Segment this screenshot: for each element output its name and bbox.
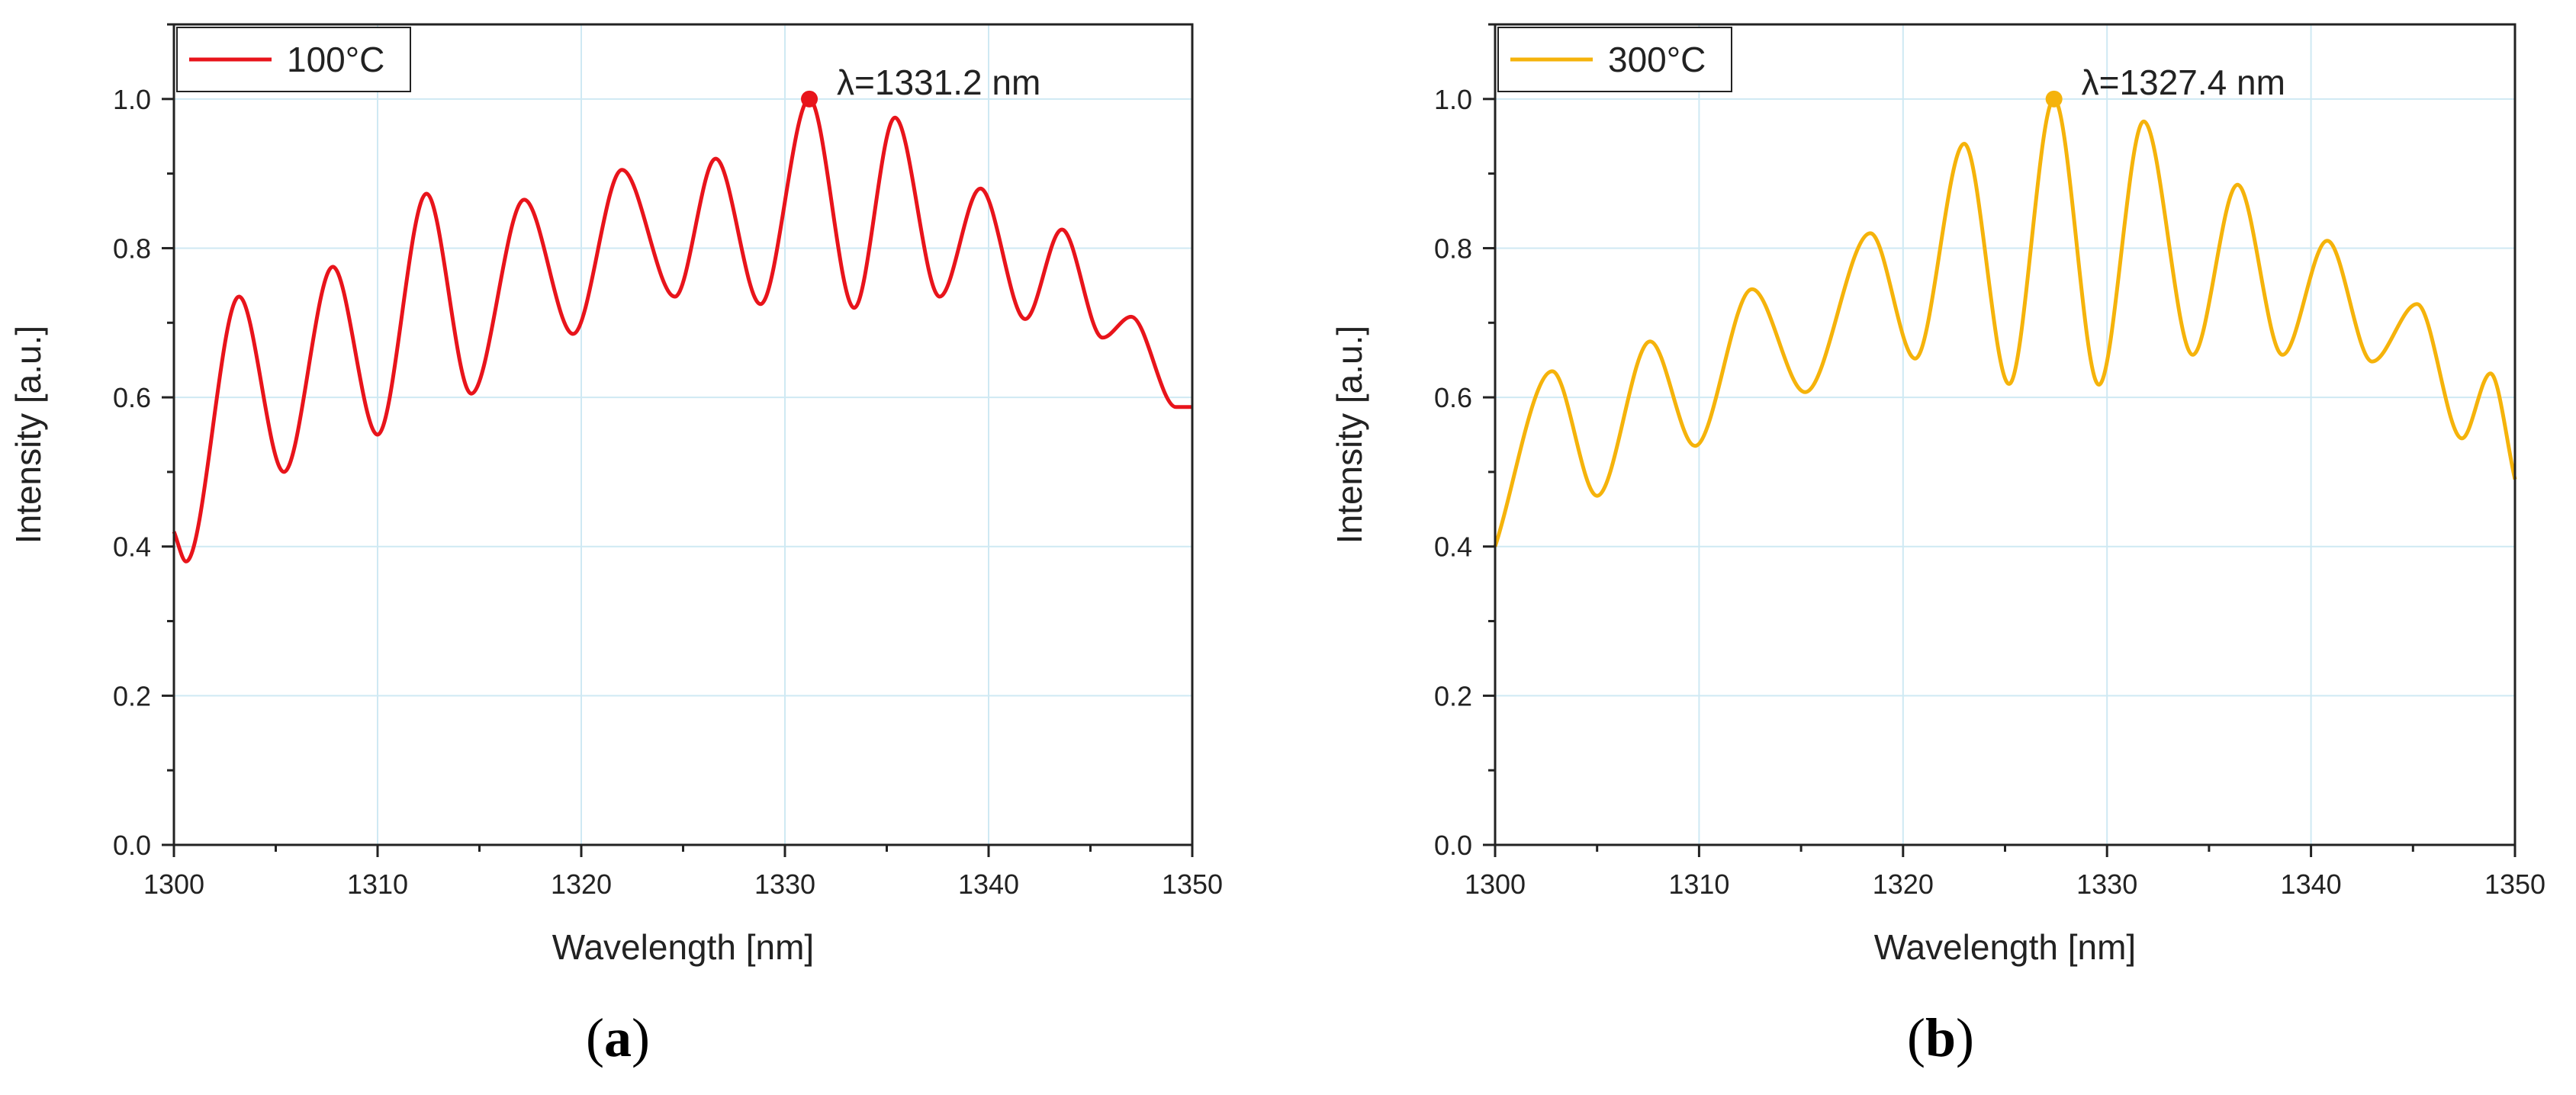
x-tick-label: 1340 [958, 869, 1019, 900]
x-tick-label: 1310 [1668, 869, 1729, 900]
y-axis-label: Intensity [a.u.] [1330, 326, 1369, 544]
x-tick-label: 1310 [347, 869, 408, 900]
series-line [1493, 97, 2517, 548]
x-axis-label: Wavelength [nm] [1874, 927, 2136, 967]
y-tick-label: 0.2 [113, 680, 151, 711]
y-tick-label: 1.0 [1434, 84, 1472, 115]
chart-a: 1300 1310 1320 1330 1340 1350 0.0 0.2 0.4 0.6 0.8 1… [8, 23, 1223, 967]
x-tick-label: 1330 [2076, 869, 2137, 900]
peak-marker [801, 90, 818, 108]
x-tick-label: 1340 [2281, 869, 2342, 900]
y-tick-label: 0.2 [1434, 680, 1472, 711]
y-tick-label: 0.0 [1434, 830, 1472, 861]
y-tick-label: 0.8 [1434, 233, 1472, 264]
y-tick-label: 0.6 [113, 382, 151, 413]
y-tick-label: 1.0 [113, 84, 151, 115]
x-tick-label: 1350 [1162, 869, 1223, 900]
plot-frame [1494, 23, 2517, 846]
y-axis-label: Intensity [a.u.] [8, 326, 48, 544]
peak-annotation: λ=1331.2 nm [837, 63, 1040, 102]
chart-b: 1300 1310 1320 1330 1340 1350 0.0 0.2 0.4 0.6 0.8 1… [1330, 23, 2545, 967]
peak-marker [2045, 90, 2063, 108]
legend-label: 300°C [1608, 40, 1706, 79]
x-tick-label: 1320 [551, 869, 612, 900]
y-tick-label: 0.8 [113, 233, 151, 264]
series-line [172, 97, 1192, 564]
y-tick-label: 0.4 [113, 531, 151, 563]
legend-label: 100°C [287, 40, 384, 79]
x-tick-label: 1300 [1465, 869, 1526, 900]
x-tick-label: 1300 [143, 869, 204, 900]
x-tick-label: 1330 [754, 869, 815, 900]
x-tick-label: 1320 [1873, 869, 1934, 900]
y-tick-label: 0.4 [1434, 531, 1472, 563]
y-tick-label: 0.6 [1434, 382, 1472, 413]
panel-label-b: (b) [1907, 1007, 1975, 1068]
y-tick-label: 0.0 [113, 830, 151, 861]
plot-frame [172, 23, 1194, 846]
panel-label-a: (a) [586, 1007, 650, 1068]
x-axis-label: Wavelength [nm] [552, 927, 814, 967]
peak-annotation: λ=1327.4 nm [2082, 63, 2285, 102]
x-tick-label: 1350 [2484, 869, 2545, 900]
